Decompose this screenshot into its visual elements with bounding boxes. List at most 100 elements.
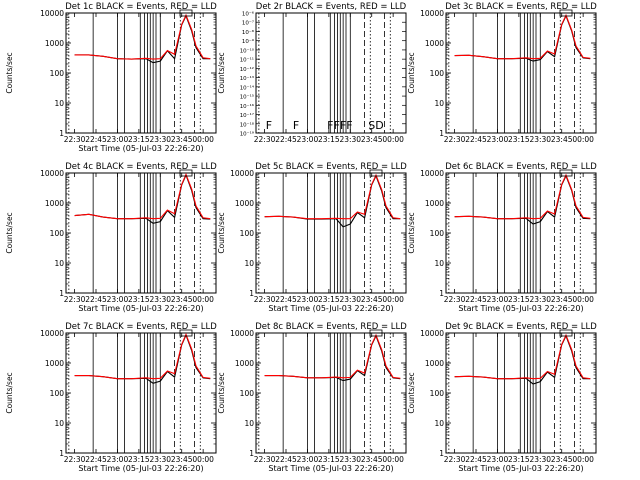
y-tick-label: 10000 [420,169,444,178]
panel-det-3: Det 3c BLACK = Events, RED = LLD 22:30 22:… [407,2,597,144]
y-tick-label: 1000 [425,39,444,48]
x-tick-label: 23:45 [551,455,573,464]
panel-title: Det 8c BLACK = Events, RED = LLD [255,322,407,332]
plot-frame [65,172,217,294]
x-tick-label: 22:45 [85,295,107,304]
peak-marker [369,329,383,337]
x-tick-label: 23:00 [107,135,129,144]
series-lld [454,333,591,380]
y-axis-label: Counts/sec [407,372,416,413]
peak-marker [559,329,573,337]
x-tick-label: 23:15 [128,135,150,144]
event-flag-label: F [293,119,299,132]
x-tick-label: 22:30 [254,135,276,144]
y-tick-label: 10 [54,419,64,428]
x-tick-label: 22:45 [85,135,107,144]
event-flag-label: SD [368,119,383,132]
panel-title: Det 7c BLACK = Events, RED = LLD [65,322,217,332]
event-flag-label: F [327,119,333,132]
y-tick-label: 100 [430,69,445,78]
x-tick-label: 23:30 [339,295,361,304]
x-axis-label: Start Time (05-Jul-03 22:26:20) [268,464,393,473]
panel-det-2: Det 2r BLACK = Events, RED = LLD 22:30 22:… [217,2,407,144]
y-tick-label: 10⁻⁸ [242,29,255,36]
panel-title: Det 5c BLACK = Events, RED = LLD [255,162,407,172]
x-tick-label: 22:30 [444,455,466,464]
y-tick-label: 100 [50,389,65,398]
x-tick-label: 22:30 [254,455,276,464]
y-tick-label: 100 [430,389,445,398]
y-tick-label: 1 [249,449,254,458]
y-tick-label: 100 [50,69,65,78]
y-tick-label: 10⁻¹⁶ [240,103,255,110]
y-tick-label: 10 [434,99,444,108]
y-tick-label: 10⁻¹⁴ [240,84,255,91]
y-tick-label: 10⁻¹⁷ [240,112,254,119]
x-tick-label: 22:45 [275,455,297,464]
x-tick-label: 23:45 [171,135,193,144]
y-tick-label: 1 [59,289,64,298]
panel-title: Det 3c BLACK = Events, RED = LLD [445,2,597,12]
series-events [74,173,211,224]
y-tick-label: 10 [54,99,64,108]
x-tick-label: 22:30 [444,135,466,144]
x-tick-label: 00:00 [192,455,214,464]
x-tick-label: 22:30 [64,295,86,304]
x-tick-label: 00:00 [572,295,594,304]
x-axis-label: Start Time (05-Jul-03 22:26:20) [458,464,583,473]
y-tick-label: 1000 [45,199,64,208]
y-tick-label: 10000 [420,9,444,18]
y-tick-label: 1000 [45,359,64,368]
x-tick-label: 00:00 [382,295,404,304]
x-tick-label: 23:00 [487,135,509,144]
y-tick-label: 10000 [40,329,64,338]
y-tick-label: 10⁻¹⁵ [240,94,254,101]
plot-frame [445,332,597,454]
y-tick-label: 1 [249,289,254,298]
series-lld [74,332,211,380]
y-tick-label: 100 [50,229,65,238]
y-tick-label: 10⁻⁹ [242,38,254,45]
x-tick-label: 00:00 [192,135,214,144]
y-tick-label: 10000 [420,329,444,338]
x-tick-label: 00:00 [572,135,594,144]
y-tick-label: 10000 [40,9,64,18]
x-tick-label: 23:45 [551,295,573,304]
y-tick-label: 10000 [230,329,254,338]
y-tick-label: 10⁻¹⁰ [240,47,255,54]
x-tick-label: 22:45 [465,135,487,144]
x-tick-label: 22:45 [465,295,487,304]
peak-marker [179,169,193,177]
x-tick-label: 23:45 [361,455,383,464]
x-tick-label: 23:00 [297,455,319,464]
y-tick-label: 10⁻⁶ [242,11,255,18]
plot-frame [255,12,407,134]
x-tick-label: 23:00 [297,135,319,144]
x-tick-label: 23:15 [318,135,340,144]
x-tick-label: 23:45 [171,455,193,464]
x-tick-label: 23:30 [339,455,361,464]
series-lld [74,13,211,60]
y-axis-label: Counts/sec [5,212,14,253]
y-tick-label: 1000 [45,39,64,48]
y-axis-label: Counts/sec [5,52,14,93]
x-tick-label: 22:45 [275,135,297,144]
x-tick-label: 22:45 [275,295,297,304]
x-tick-label: 23:45 [551,135,573,144]
y-tick-label: 1 [439,129,444,138]
y-axis-label: Counts/sec [407,52,416,93]
y-tick-label: 1000 [425,359,444,368]
x-tick-label: 22:45 [85,455,107,464]
y-tick-label: 10⁻¹¹ [240,57,254,64]
x-axis-label: Start Time (05-Jul-03 22:26:20) [78,304,203,313]
x-axis-label: Start Time (05-Jul-03 22:26:20) [458,304,583,313]
y-tick-label: 10 [54,259,64,268]
x-tick-label: 23:45 [171,295,193,304]
x-tick-label: 23:00 [107,455,129,464]
x-tick-label: 00:00 [382,135,404,144]
y-tick-label: 10000 [40,169,64,178]
x-tick-label: 23:15 [508,455,530,464]
x-tick-label: 23:15 [508,135,530,144]
x-tick-label: 00:00 [572,455,594,464]
